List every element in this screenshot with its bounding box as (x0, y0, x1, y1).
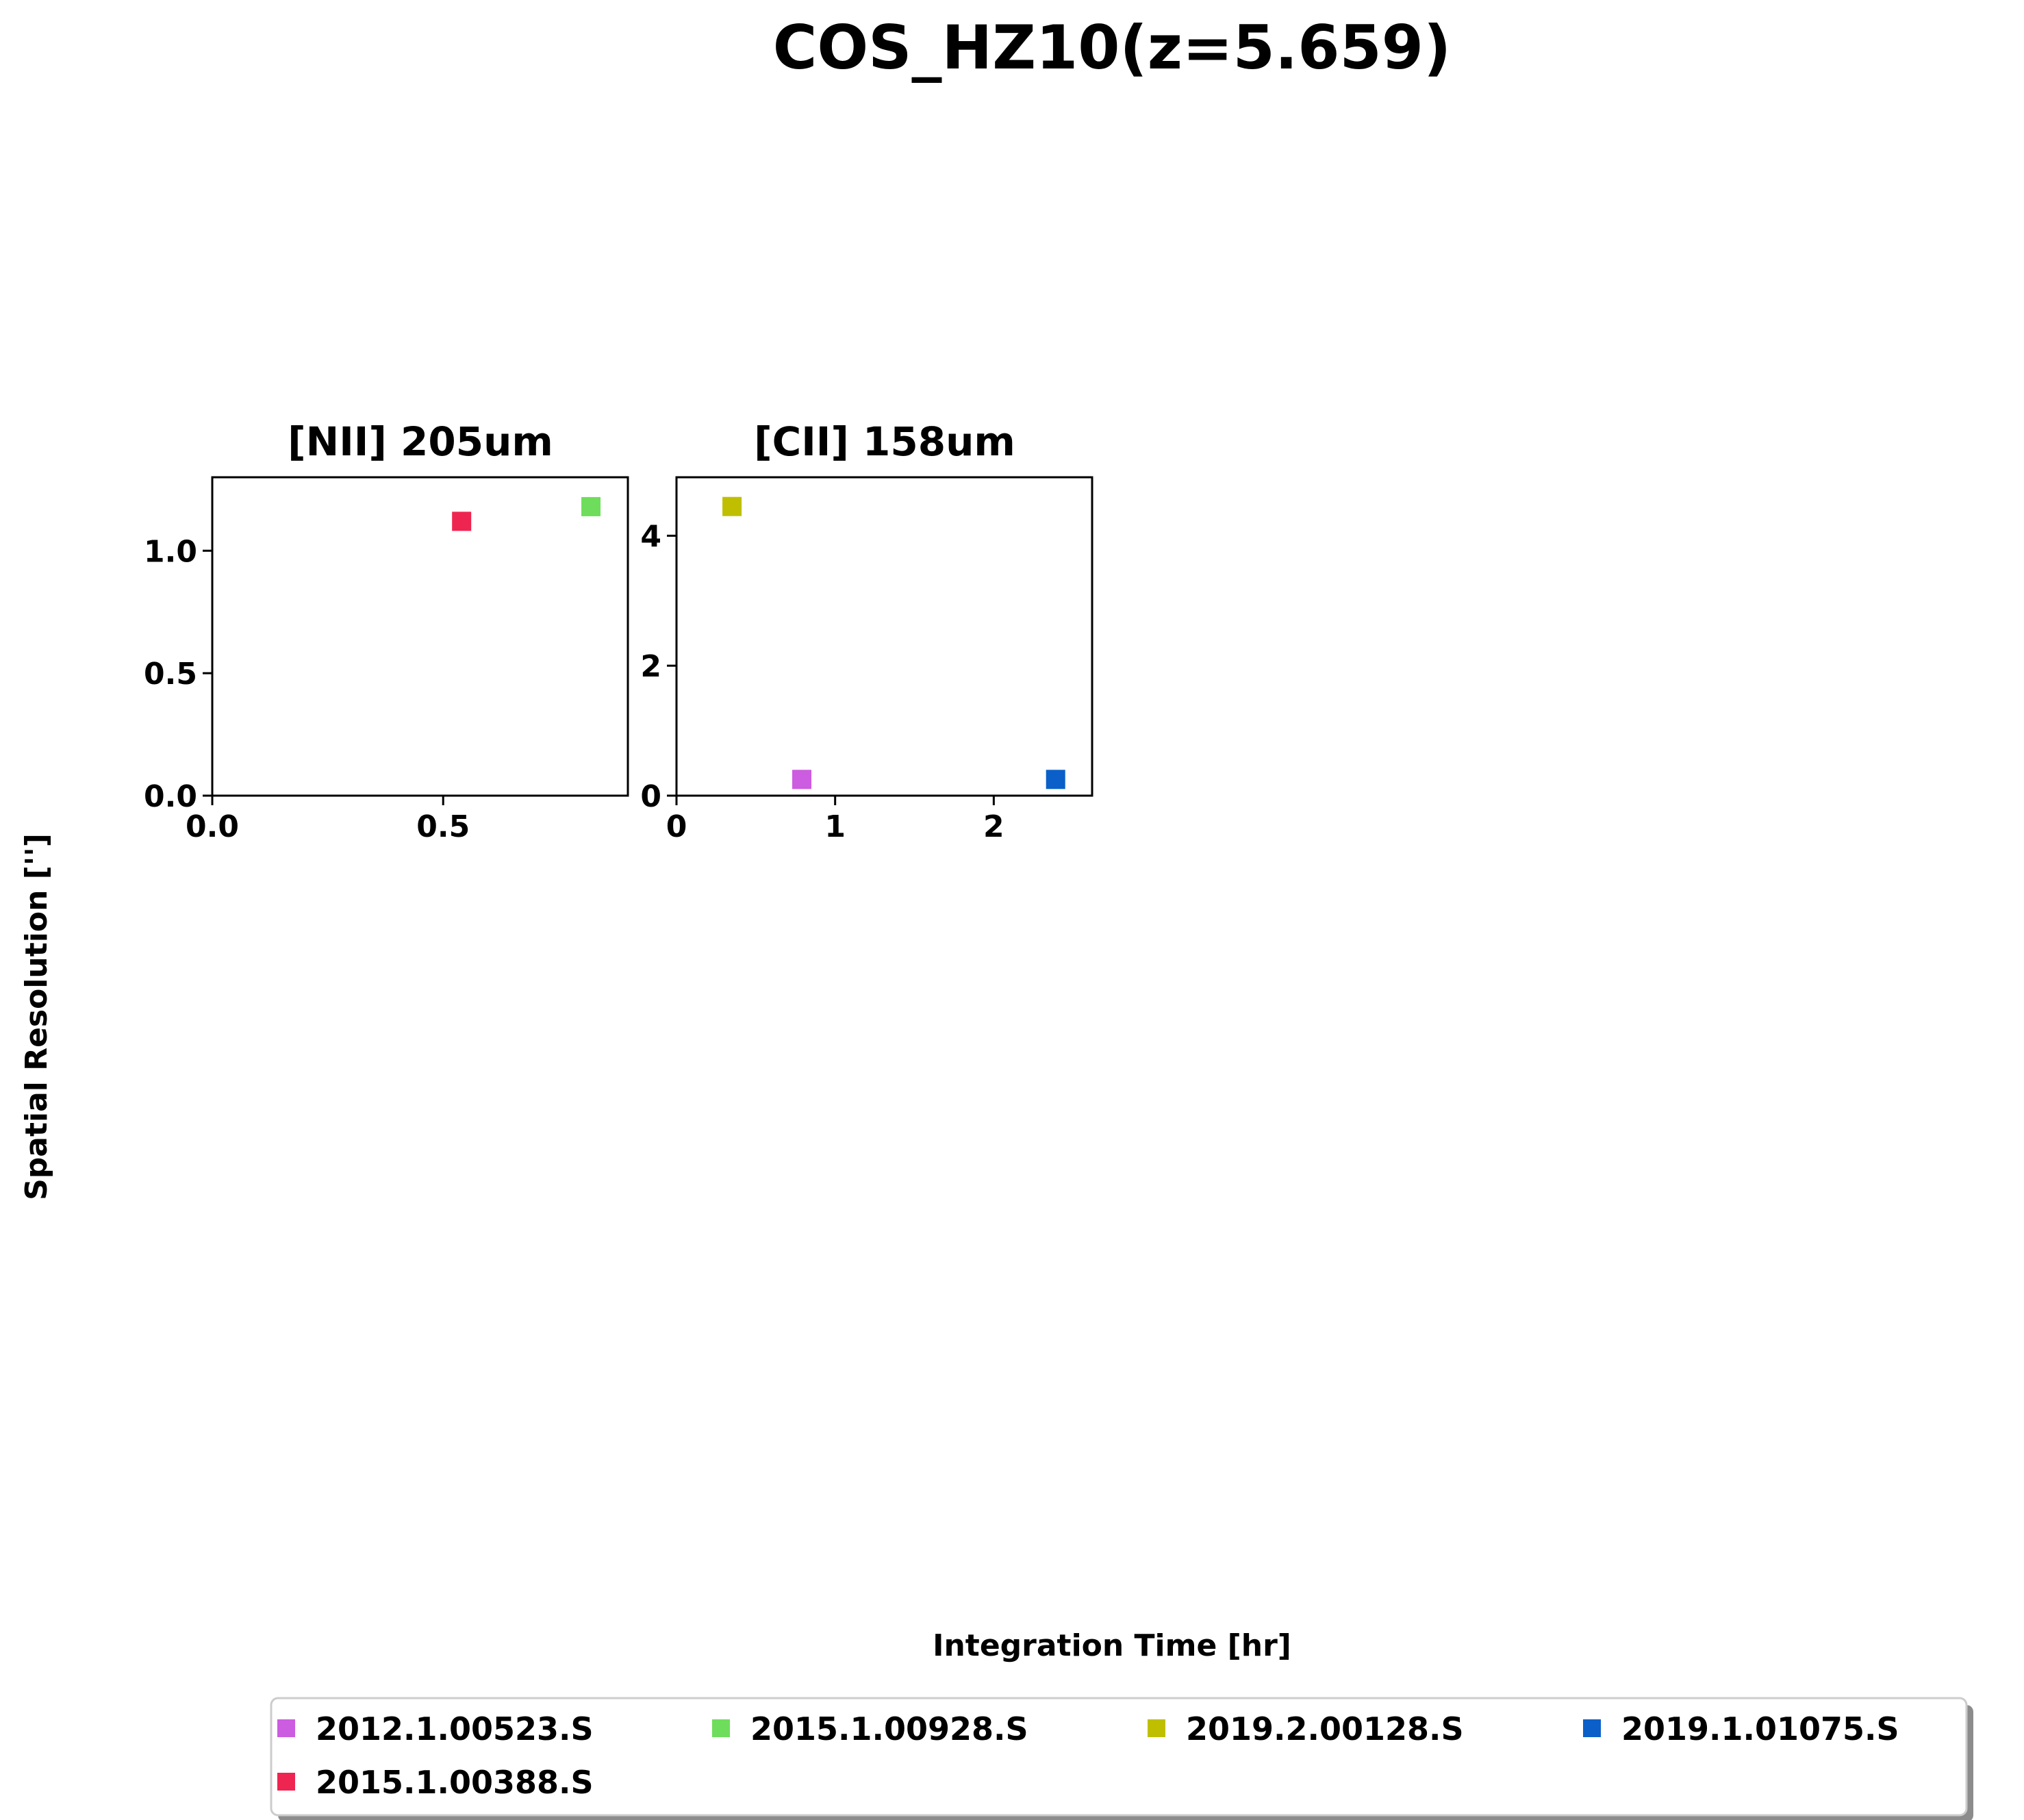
marker-group-cii (722, 496, 1065, 789)
figure-title: COS_HZ10(z=5.659) (773, 12, 1451, 83)
y-axis-label: Spatial Resolution [''] (19, 833, 54, 1200)
legend: 2012.1.00523.S 2015.1.00928.S 2019.2.00128… (270, 1697, 1973, 1820)
y-tick-label: 2 (640, 649, 661, 684)
subplot-nii-205um: [NII] 205um 0.0 0.5 0.0 0.5 1.0 (144, 418, 629, 844)
legend-items: 2012.1.00523.S 2015.1.00928.S 2019.2.00128… (277, 1710, 1899, 1801)
subplot-title-cii: [CII] 158um (754, 418, 1015, 465)
marker-group-nii (452, 496, 601, 531)
legend-label: 2012.1.00523.S (316, 1710, 594, 1747)
data-point-2019.2.00128.S (722, 496, 742, 516)
x-axis-label: Integration Time [hr] (933, 1628, 1291, 1663)
legend-marker (1583, 1719, 1601, 1737)
tick-group-cii: 0 1 2 0 2 4 (640, 519, 1004, 844)
legend-marker (277, 1773, 295, 1791)
y-tick-label: 1.0 (144, 534, 197, 569)
x-tick-label: 1 (824, 809, 846, 844)
y-tick-label: 0.5 (144, 657, 197, 692)
y-tick-label: 0.0 (144, 779, 197, 814)
legend-label: 2019.1.01075.S (1621, 1710, 1899, 1747)
y-tick-label: 0 (640, 779, 661, 814)
legend-marker (1148, 1719, 1165, 1737)
subplot-cii-158um: [CII] 158um 0 1 2 0 2 4 (640, 418, 1093, 844)
legend-label: 2015.1.00928.S (750, 1710, 1028, 1747)
plot-frame-nii (211, 476, 629, 797)
subplot-title-nii: [NII] 205um (288, 418, 553, 465)
x-tick-label: 0.0 (186, 809, 239, 844)
legend-box (270, 1697, 1968, 1817)
legend-label: 2019.2.00128.S (1186, 1710, 1464, 1747)
data-point-2015.1.00928.S (581, 496, 601, 516)
data-point-2012.1.00523.S (792, 770, 812, 789)
legend-marker (277, 1719, 295, 1737)
x-tick-label: 0 (666, 809, 687, 844)
x-tick-label: 2 (983, 809, 1004, 844)
tick-group-nii: 0.0 0.5 0.0 0.5 1.0 (144, 534, 470, 844)
legend-label: 2015.1.00388.S (316, 1764, 594, 1801)
legend-marker (712, 1719, 730, 1737)
plot-frame-cii (675, 476, 1093, 797)
x-tick-label: 0.5 (416, 809, 470, 844)
data-point-2019.1.01075.S (1046, 770, 1065, 789)
y-tick-label: 4 (640, 519, 661, 554)
data-point-2015.1.00388.S (452, 511, 472, 531)
